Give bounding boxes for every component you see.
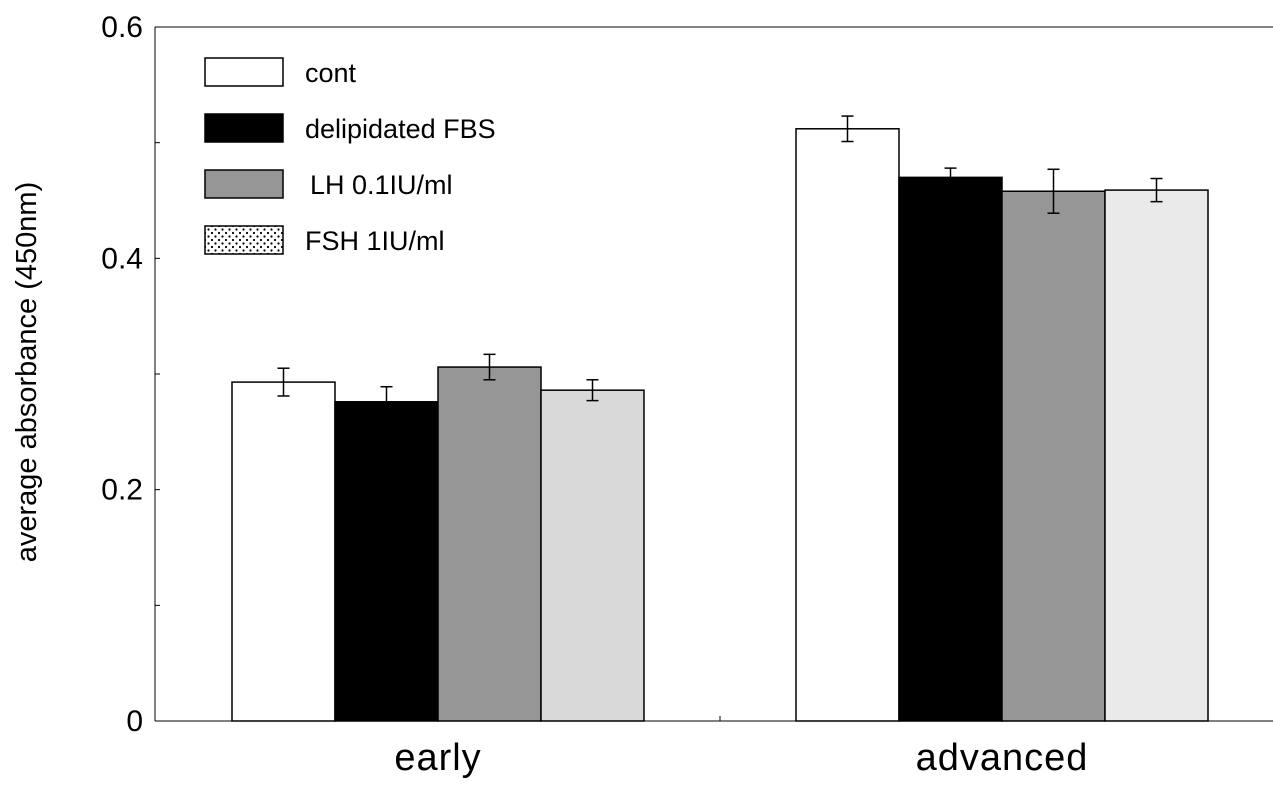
y-tick-label: 0.6	[101, 11, 143, 44]
bar-advanced-3	[1001, 190, 1106, 722]
bar-advanced-4	[1104, 189, 1209, 722]
legend-label-1: cont	[305, 58, 357, 88]
bar-early-4	[540, 389, 645, 722]
legend-swatch-2	[204, 113, 284, 143]
y-axis-ticks: 0 0.2 0.4 0.6	[101, 11, 160, 738]
y-tick-label: 0	[126, 705, 143, 738]
x-axis-ticks: early advanced	[394, 716, 1089, 779]
y-tick-label: 0.4	[101, 242, 143, 275]
legend-swatch-4	[204, 225, 284, 255]
y-axis-label: average absorbance (450nm)	[11, 182, 43, 562]
bars	[231, 128, 1209, 722]
bar-early-3	[437, 366, 542, 722]
bar-early-1	[231, 381, 336, 722]
error-bars	[277, 115, 1163, 418]
legend-label-3: LH 0.1IU/ml	[310, 170, 453, 200]
legend-label-2: delipidated FBS	[305, 114, 496, 144]
x-tick-label-advanced: advanced	[916, 737, 1089, 779]
bar-advanced-2	[898, 176, 1003, 722]
legend-label-4: FSH 1IU/ml	[305, 226, 445, 256]
bar-advanced-1	[795, 128, 900, 722]
legend-swatch-3	[204, 169, 284, 199]
y-tick-label: 0.2	[101, 474, 143, 507]
legend: cont delipidated FBS LH 0.1IU/ml FSH 1IU/ml	[204, 57, 496, 256]
legend-swatch-1	[204, 57, 284, 87]
bar-early-2	[334, 401, 439, 722]
x-tick-label-early: early	[394, 737, 481, 779]
